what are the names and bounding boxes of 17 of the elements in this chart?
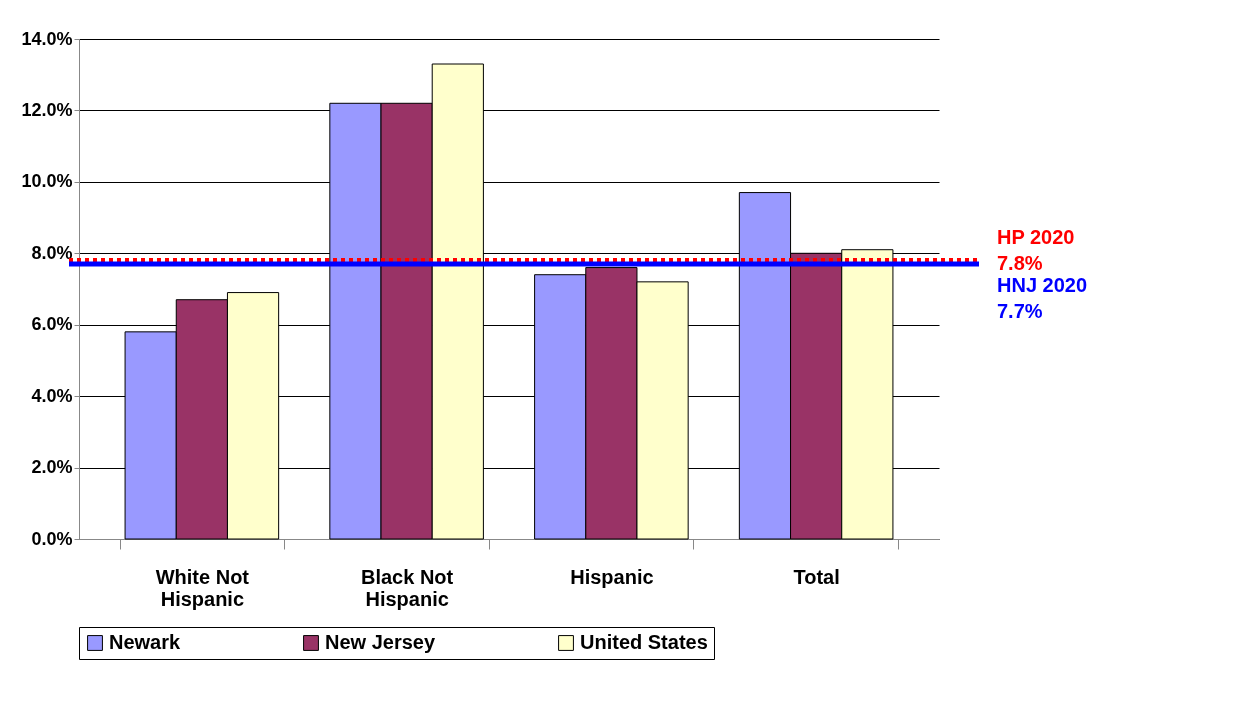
ref-line-label: HP 2020 7.8% [997,226,1075,275]
y-tick-label: 10.0% [21,171,73,192]
y-tick-label: 4.0% [31,385,73,406]
ref-line-label: HNJ 2020 7.7% [997,274,1088,322]
y-tick-label: 6.0% [31,314,73,335]
y-tick-label: 14.0% [21,28,73,49]
x-tick-label: White Not Hispanic [155,565,250,610]
y-tick-label: 0.0% [31,528,73,549]
legend-label: Newark [109,631,182,653]
legend-label: New Jersey [325,631,436,653]
y-tick-label: 2.0% [31,457,73,478]
x-tick-label: Total [793,565,840,588]
y-tick-label: 12.0% [21,99,73,120]
x-tick-label: Black Not Hispanic [360,565,454,610]
x-tick-label: Hispanic [570,565,654,588]
y-tick-label: 8.0% [31,242,73,263]
legend-label: United States [580,631,708,653]
